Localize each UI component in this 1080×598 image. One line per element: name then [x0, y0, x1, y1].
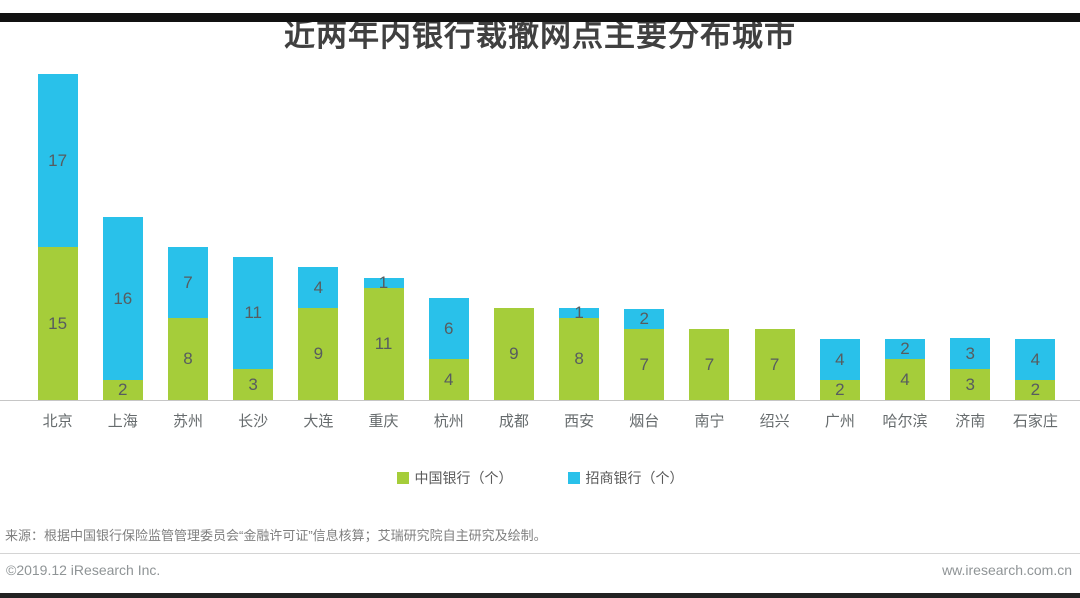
bar-segment: 3	[950, 369, 991, 400]
chart-legend: 中国银行（个） 招商银行（个）	[0, 468, 1080, 488]
bar-segment: 2	[624, 309, 665, 329]
bar-segment: 6	[428, 298, 469, 359]
copyright-text: ©2019.12 iResearch Inc.	[6, 562, 161, 578]
bar-segment: 4	[298, 267, 339, 308]
x-axis-label: 杭州	[433, 413, 464, 430]
stacked-bar: 17 15	[37, 74, 78, 400]
bar-column: 11 3	[221, 257, 286, 400]
bar-segment: 2	[1015, 380, 1056, 400]
bar-segment: 9	[298, 308, 339, 400]
legend-item: 招商银行（个）	[567, 468, 684, 488]
bar-column: 17 15	[25, 74, 90, 400]
bar-column: 1 11	[351, 273, 416, 400]
bar-segment: 7	[689, 329, 730, 400]
bar-segment: 7	[754, 329, 795, 400]
bar-segment: 9	[493, 308, 534, 400]
stacked-bar: 1 11	[363, 273, 404, 400]
x-axis-labels: 北京 上海 苏州 长沙 大连 重庆 杭州 成都 西安 烟台 南宁 绍兴 广州 哈尔滨 济南 石家庄	[0, 401, 1080, 431]
bar-segment: 11	[363, 288, 404, 400]
bar-segment: 16	[102, 217, 143, 380]
legend-swatch-icon	[396, 472, 409, 484]
website-text: ww.iresearch.com.cn	[942, 562, 1072, 578]
source-note: 来源：根据中国银行保险监管管理委员会“金融许可证”信息核算；艾瑞研究院自主研究及…	[5, 528, 547, 543]
bar-segment: 1	[363, 273, 404, 292]
stacked-bar: 11 3	[233, 257, 274, 400]
bar-segment: 4	[885, 359, 926, 400]
bar-column: 9	[481, 308, 546, 400]
stacked-bar: 16 2	[102, 217, 143, 400]
x-axis-label: 成都	[498, 413, 529, 430]
bar-segment: 4	[819, 339, 860, 380]
legend-label: 中国银行（个）	[414, 470, 513, 486]
bar-segment: 2	[885, 339, 926, 359]
x-axis-label: 北京	[42, 413, 73, 430]
footer-divider	[0, 553, 1080, 554]
bar-segment: 7	[624, 329, 665, 400]
bar-segment: 2	[102, 380, 143, 400]
bar-segment: 2	[819, 380, 860, 400]
x-axis-label: 上海	[107, 413, 138, 430]
bottom-border-bar	[0, 593, 1080, 598]
x-axis-label: 长沙	[238, 413, 269, 430]
chart-title: 近两年内银行裁撤网点主要分布城市	[284, 18, 796, 53]
stacked-bar: 9	[493, 308, 534, 400]
x-axis-label: 哈尔滨	[882, 413, 928, 430]
bar-segment: 17	[37, 74, 78, 247]
bar-segment: 11	[233, 257, 274, 369]
bar-segment: 8	[167, 318, 208, 400]
bar-column: 16 2	[90, 217, 155, 400]
x-axis-label: 济南	[955, 413, 986, 430]
footer-row: ©2019.12 iResearch Inc. ww.iresearch.com…	[0, 554, 1080, 578]
x-axis-label: 绍兴	[759, 413, 790, 430]
x-axis-label: 南宁	[694, 413, 725, 430]
bar-segment: 1	[559, 303, 600, 322]
bar-segment: 8	[559, 318, 600, 400]
x-axis-label: 石家庄	[1012, 413, 1058, 430]
x-axis-label: 烟台	[629, 413, 660, 430]
bar-column: 7	[742, 329, 807, 400]
x-axis-label: 苏州	[172, 413, 203, 430]
x-axis-label: 大连	[303, 413, 334, 430]
x-axis-label: 西安	[564, 413, 595, 430]
bar-segment: 15	[37, 247, 78, 400]
bars-row: 17 15 16 2 7 8 11 3 4 9 1 11 6 4 9 1 8 2 7 7 7 4 2 2 4 3 3 4 2	[0, 59, 1080, 401]
stacked-bar: 7	[689, 329, 730, 400]
x-axis-label: 广州	[824, 413, 855, 430]
bar-segment: 4	[1015, 339, 1056, 380]
top-border-bar	[0, 13, 1080, 22]
legend-item: 中国银行（个）	[396, 468, 513, 488]
stacked-bar: 7	[754, 329, 795, 400]
legend-label: 招商银行（个）	[585, 470, 684, 486]
bar-segment: 3	[950, 338, 991, 369]
legend-swatch-icon	[567, 472, 580, 484]
bar-column: 7	[677, 329, 742, 400]
bar-segment: 3	[233, 369, 274, 400]
bar-segment: 7	[167, 247, 208, 318]
bar-segment: 4	[428, 359, 469, 400]
x-axis-label: 重庆	[368, 413, 399, 430]
